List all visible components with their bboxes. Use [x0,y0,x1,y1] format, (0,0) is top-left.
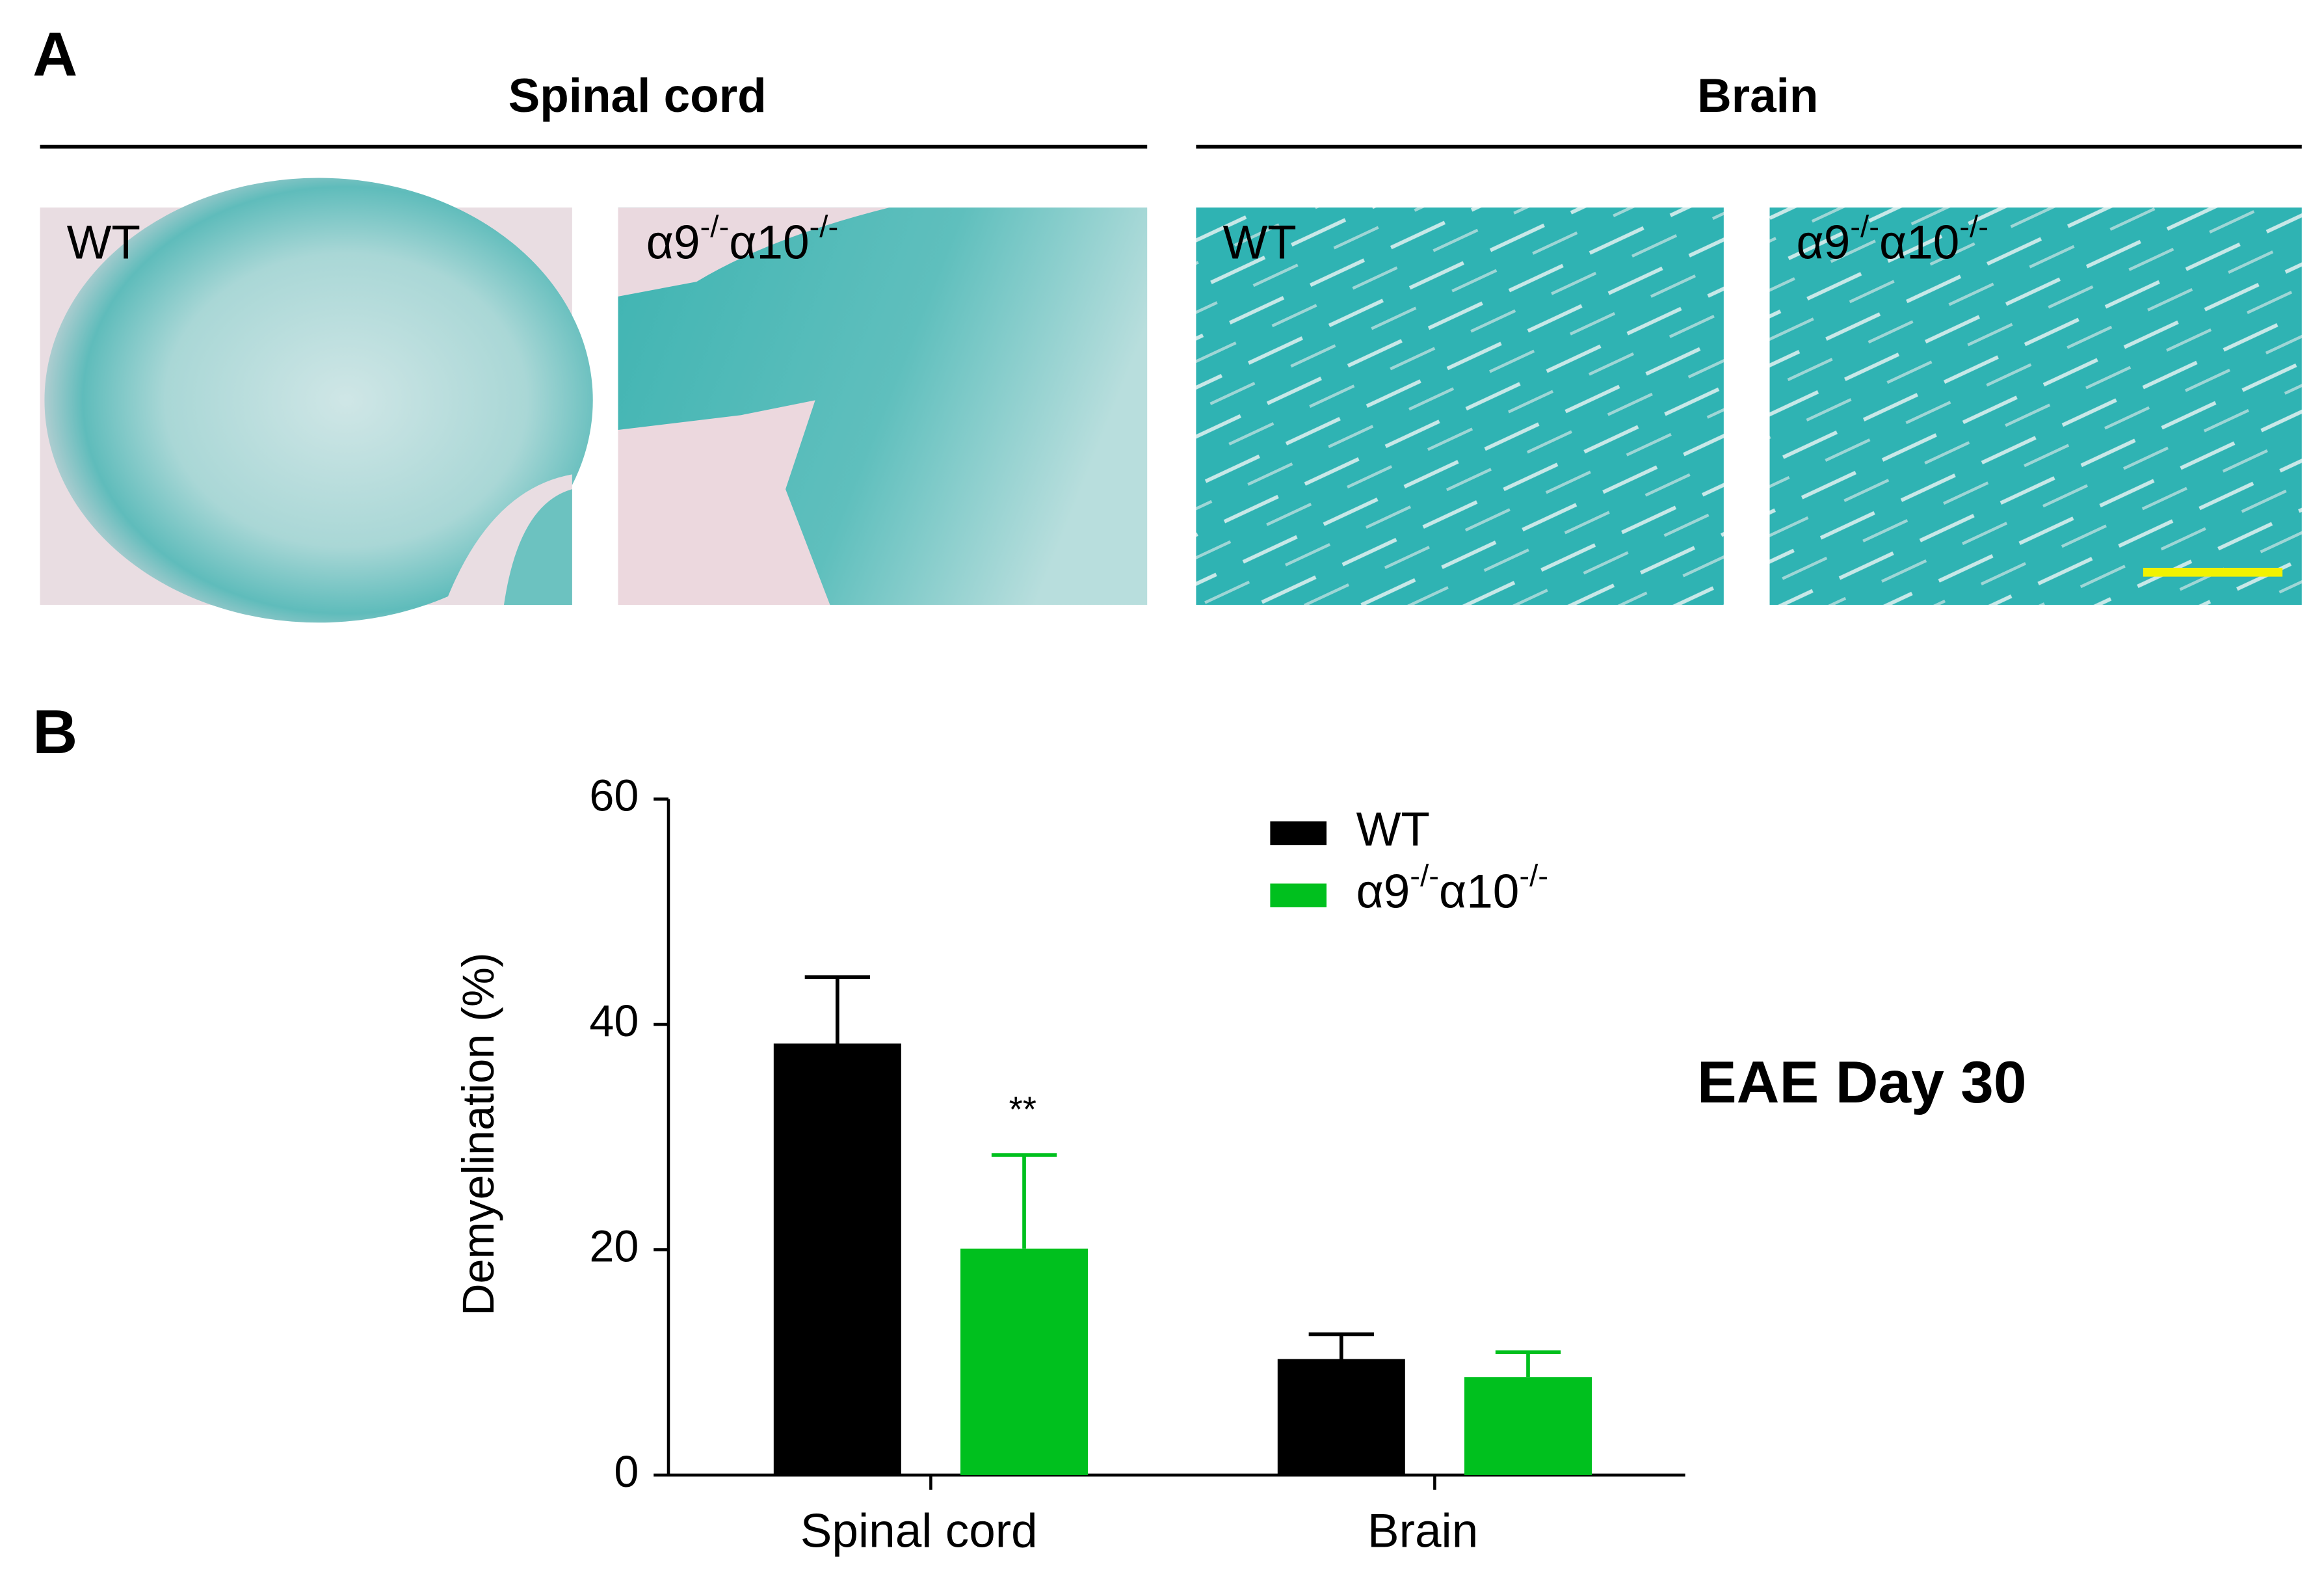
image-label: WT [1222,217,1296,269]
image-label: α9-/-α10-/- [1797,209,1988,269]
y-tick-label: 60 [589,771,639,821]
image-label: WT [67,217,140,269]
panel-label: A [33,20,77,89]
x-tick-label: Brain [1367,1504,1478,1557]
bar [960,1248,1089,1475]
legend-label: α9-/-α10-/- [1356,859,1548,918]
significance: ** [1009,1089,1037,1129]
legend-label: WT [1356,803,1430,856]
y-tick-label: 0 [614,1447,639,1497]
y-tick-label: 40 [589,996,639,1046]
group-title: Spinal cord [508,70,767,122]
image-label: α9-/-α10-/- [646,209,838,269]
y-axis-label: Demyelination (%) [454,952,503,1315]
legend-swatch [1270,821,1327,846]
legend-swatch [1270,883,1327,907]
bar [773,1043,901,1475]
group-title: Brain [1697,70,1818,122]
bar [1464,1377,1592,1475]
bar [1277,1359,1405,1475]
x-tick-label: Spinal cord [800,1504,1038,1557]
panel-label: B [33,697,77,767]
y-tick-label: 20 [589,1222,639,1272]
histology-images [40,178,2302,623]
condition-label: EAE Day 30 [1697,1049,2027,1115]
